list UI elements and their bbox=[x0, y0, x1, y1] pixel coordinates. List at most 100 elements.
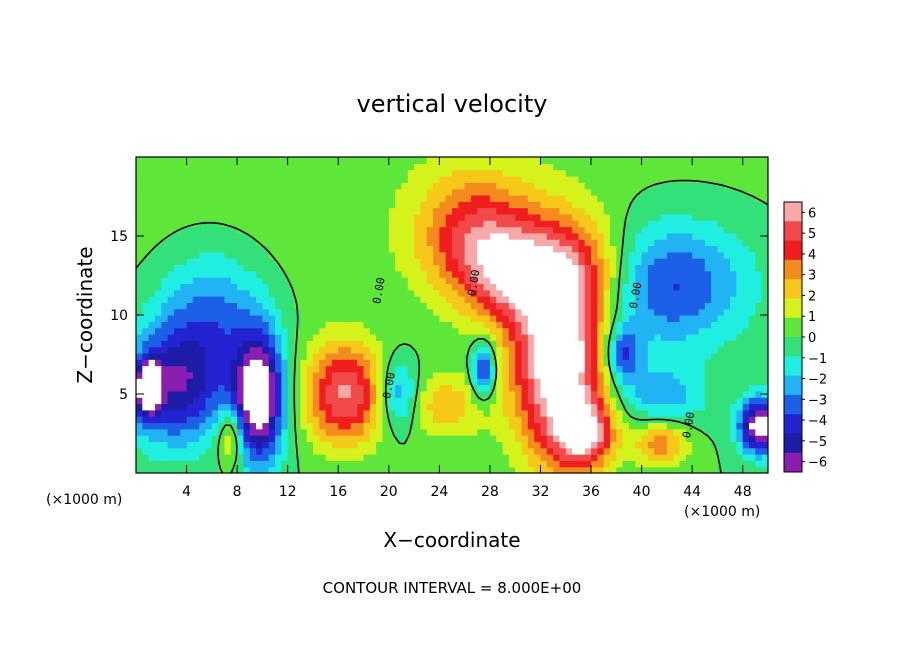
heatmap-cell bbox=[243, 315, 251, 322]
heatmap-cell bbox=[312, 207, 320, 215]
heatmap-cell bbox=[578, 226, 586, 234]
heatmap-cell bbox=[344, 201, 352, 209]
heatmap-cell bbox=[635, 466, 643, 473]
heatmap-cell bbox=[527, 175, 535, 183]
heatmap-cell bbox=[142, 270, 150, 278]
heatmap-cell bbox=[357, 270, 365, 278]
heatmap-cell bbox=[338, 163, 346, 171]
heatmap-cell bbox=[540, 213, 548, 221]
heatmap-cell bbox=[420, 403, 428, 411]
heatmap-cell bbox=[641, 251, 649, 259]
heatmap-cell bbox=[534, 428, 542, 436]
heatmap-cell bbox=[401, 194, 409, 202]
heatmap-cell bbox=[452, 435, 459, 442]
heatmap-cell bbox=[749, 315, 756, 322]
heatmap-cell bbox=[414, 220, 421, 228]
heatmap-cell bbox=[679, 308, 687, 316]
heatmap-cell bbox=[622, 365, 630, 373]
heatmap-cell bbox=[161, 289, 169, 297]
heatmap-cell bbox=[249, 333, 257, 341]
heatmap-cell bbox=[755, 239, 763, 247]
heatmap-cell bbox=[641, 264, 649, 272]
heatmap-cell bbox=[616, 163, 624, 171]
heatmap-cell bbox=[294, 390, 301, 398]
heatmap-cell bbox=[230, 327, 238, 335]
heatmap-cell bbox=[401, 264, 409, 272]
heatmap-cell bbox=[433, 327, 440, 335]
heatmap-cell bbox=[243, 220, 251, 228]
heatmap-cell bbox=[578, 397, 586, 405]
heatmap-cell bbox=[426, 232, 434, 240]
heatmap-cell bbox=[338, 283, 346, 291]
heatmap-cell bbox=[148, 175, 156, 183]
heatmap-cell bbox=[224, 346, 232, 354]
heatmap-cell bbox=[477, 321, 485, 329]
heatmap-cell bbox=[749, 213, 756, 221]
heatmap-cell bbox=[749, 384, 756, 392]
heatmap-cell bbox=[565, 447, 573, 455]
heatmap-cell bbox=[546, 220, 554, 228]
heatmap-cell bbox=[610, 277, 617, 284]
heatmap-cell bbox=[666, 296, 674, 303]
heatmap-cell bbox=[508, 182, 516, 190]
heatmap-cell bbox=[414, 277, 421, 284]
heatmap-cell bbox=[325, 302, 333, 310]
heatmap-cell bbox=[325, 359, 333, 367]
heatmap-cell bbox=[420, 447, 428, 455]
heatmap-cell bbox=[192, 277, 200, 284]
heatmap-cell bbox=[325, 194, 333, 202]
heatmap-cell bbox=[275, 175, 282, 183]
heatmap-cell bbox=[331, 378, 339, 386]
heatmap-cell bbox=[401, 321, 409, 329]
heatmap-cell bbox=[502, 346, 510, 354]
heatmap-cell bbox=[256, 308, 263, 316]
heatmap-cell bbox=[300, 365, 308, 373]
heatmap-cell bbox=[483, 157, 491, 164]
heatmap-cell bbox=[237, 416, 245, 424]
heatmap-cell bbox=[635, 239, 643, 247]
heatmap-cell bbox=[540, 251, 548, 259]
heatmap-cell bbox=[173, 289, 181, 297]
heatmap-cell bbox=[628, 283, 636, 291]
heatmap-cell bbox=[243, 182, 251, 190]
heatmap-cell bbox=[540, 365, 548, 373]
heatmap-cell bbox=[477, 378, 485, 386]
heatmap-cell bbox=[546, 340, 554, 348]
heatmap-cell bbox=[338, 454, 346, 461]
heatmap-cell bbox=[654, 220, 662, 228]
heatmap-cell bbox=[597, 251, 605, 259]
heatmap-cell bbox=[281, 422, 289, 430]
heatmap-cell bbox=[755, 340, 763, 348]
heatmap-cell bbox=[559, 226, 567, 234]
heatmap-cell bbox=[635, 157, 643, 164]
heatmap-cell bbox=[148, 188, 156, 196]
heatmap-cell bbox=[237, 371, 245, 379]
heatmap-cell bbox=[761, 403, 768, 411]
heatmap-cell bbox=[584, 422, 592, 430]
heatmap-cell bbox=[584, 213, 592, 221]
heatmap-cell bbox=[698, 188, 706, 196]
heatmap-cell bbox=[458, 365, 466, 373]
heatmap-cell bbox=[508, 270, 516, 278]
heatmap-cell bbox=[527, 258, 535, 266]
heatmap-cell bbox=[395, 447, 403, 455]
heatmap-cell bbox=[357, 359, 365, 367]
heatmap-cell bbox=[603, 232, 611, 240]
heatmap-cell bbox=[470, 403, 478, 411]
heatmap-cell bbox=[572, 201, 579, 209]
heatmap-cell bbox=[180, 296, 188, 303]
heatmap-cell bbox=[730, 245, 737, 253]
heatmap-cell bbox=[736, 346, 744, 354]
heatmap-cell bbox=[534, 359, 542, 367]
heatmap-cell bbox=[281, 365, 289, 373]
heatmap-cell bbox=[578, 157, 586, 164]
heatmap-cell bbox=[489, 340, 497, 348]
heatmap-cell bbox=[363, 169, 371, 177]
heatmap-cell bbox=[761, 302, 768, 310]
heatmap-cell bbox=[470, 220, 478, 228]
heatmap-cell bbox=[376, 213, 384, 221]
heatmap-cell bbox=[730, 302, 737, 310]
heatmap-cell bbox=[357, 352, 365, 360]
heatmap-cell bbox=[755, 378, 763, 386]
heatmap-cell bbox=[439, 258, 447, 266]
